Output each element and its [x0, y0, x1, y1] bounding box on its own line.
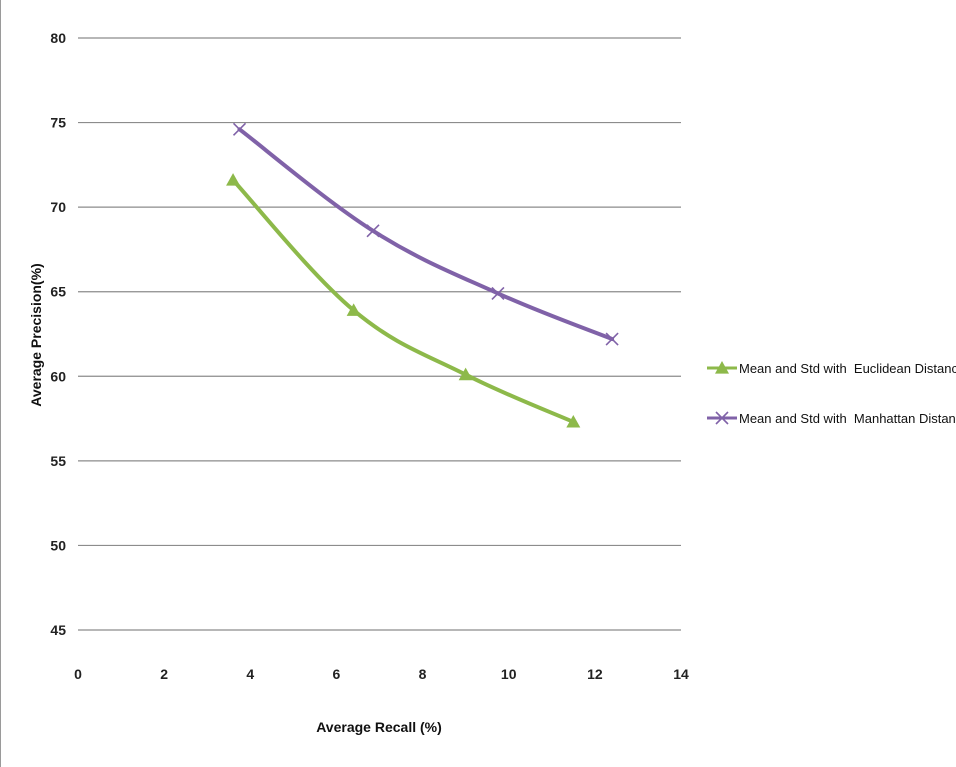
y-axis-ticks: 45 50 55 60 65 70 75 80 [50, 30, 66, 638]
marker-stroke [605, 332, 619, 346]
x-tick-label: 0 [74, 666, 82, 682]
data-point [346, 303, 361, 316]
x-tick-label: 6 [333, 666, 341, 682]
gridlines [78, 37, 681, 631]
y-axis-title: Average Precision(%) [28, 263, 44, 406]
series-line-2 [237, 127, 615, 342]
marker-stroke [232, 122, 247, 136]
data-point [605, 332, 619, 346]
x-tick-label: 14 [673, 666, 689, 682]
marker-stroke [366, 224, 380, 238]
marker-stroke [491, 286, 505, 300]
y-tick-label: 60 [50, 368, 66, 384]
y-tick-label: 80 [50, 30, 66, 46]
data-point [491, 286, 505, 300]
data-point [458, 367, 473, 381]
legend-label: Mean and Std with Euclidean Distance [739, 361, 956, 376]
series-line-1 [231, 178, 576, 424]
y-tick-label: 70 [50, 199, 66, 215]
x-tick-label: 10 [501, 666, 517, 682]
x-tick-label: 4 [246, 666, 254, 682]
data-point [566, 414, 581, 428]
x-tick-label: 8 [419, 666, 427, 682]
data-point [232, 122, 247, 136]
x-tick-label: 2 [160, 666, 168, 682]
y-tick-label: 50 [50, 537, 66, 553]
y-tick-label: 55 [50, 453, 66, 469]
data-point [226, 173, 241, 186]
legend-item: Mean and Std with Manhattan Distance [707, 411, 956, 426]
x-tick-label: 12 [587, 666, 603, 682]
legend-marker [715, 361, 729, 374]
y-tick-label: 65 [50, 284, 66, 300]
legend-label: Mean and Std with Manhattan Distance [739, 411, 956, 426]
legend: Mean and Std with Euclidean Distance Mean… [707, 361, 956, 426]
data-point [366, 224, 380, 238]
x-axis-title: Average Recall (%) [316, 719, 442, 735]
series-layer [226, 122, 619, 428]
x-axis-ticks: 0 2 4 6 8 10 12 14 [74, 666, 689, 682]
y-tick-label: 75 [50, 115, 66, 131]
legend-item: Mean and Std with Euclidean Distance [707, 361, 956, 376]
marker-stroke [715, 411, 729, 425]
legend-marker [715, 411, 729, 425]
y-tick-label: 45 [50, 622, 66, 638]
